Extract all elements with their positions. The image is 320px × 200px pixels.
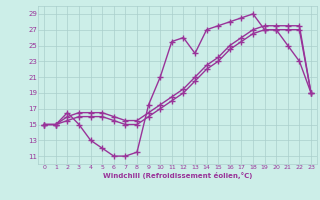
X-axis label: Windchill (Refroidissement éolien,°C): Windchill (Refroidissement éolien,°C)	[103, 172, 252, 179]
